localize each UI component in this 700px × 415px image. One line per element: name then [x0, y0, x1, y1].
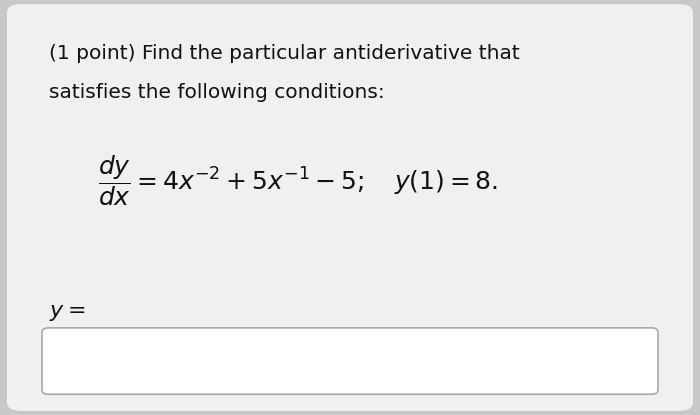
FancyBboxPatch shape	[7, 4, 693, 411]
Text: $y =$: $y =$	[49, 303, 85, 323]
Text: (1 point) Find the particular antiderivative that: (1 point) Find the particular antideriva…	[49, 44, 519, 63]
Text: $\dfrac{dy}{dx} = 4x^{-2} + 5x^{-1} - 5; \quad y(1) = 8.$: $\dfrac{dy}{dx} = 4x^{-2} + 5x^{-1} - 5;…	[98, 153, 498, 208]
Text: satisfies the following conditions:: satisfies the following conditions:	[49, 83, 385, 102]
FancyBboxPatch shape	[42, 328, 658, 394]
